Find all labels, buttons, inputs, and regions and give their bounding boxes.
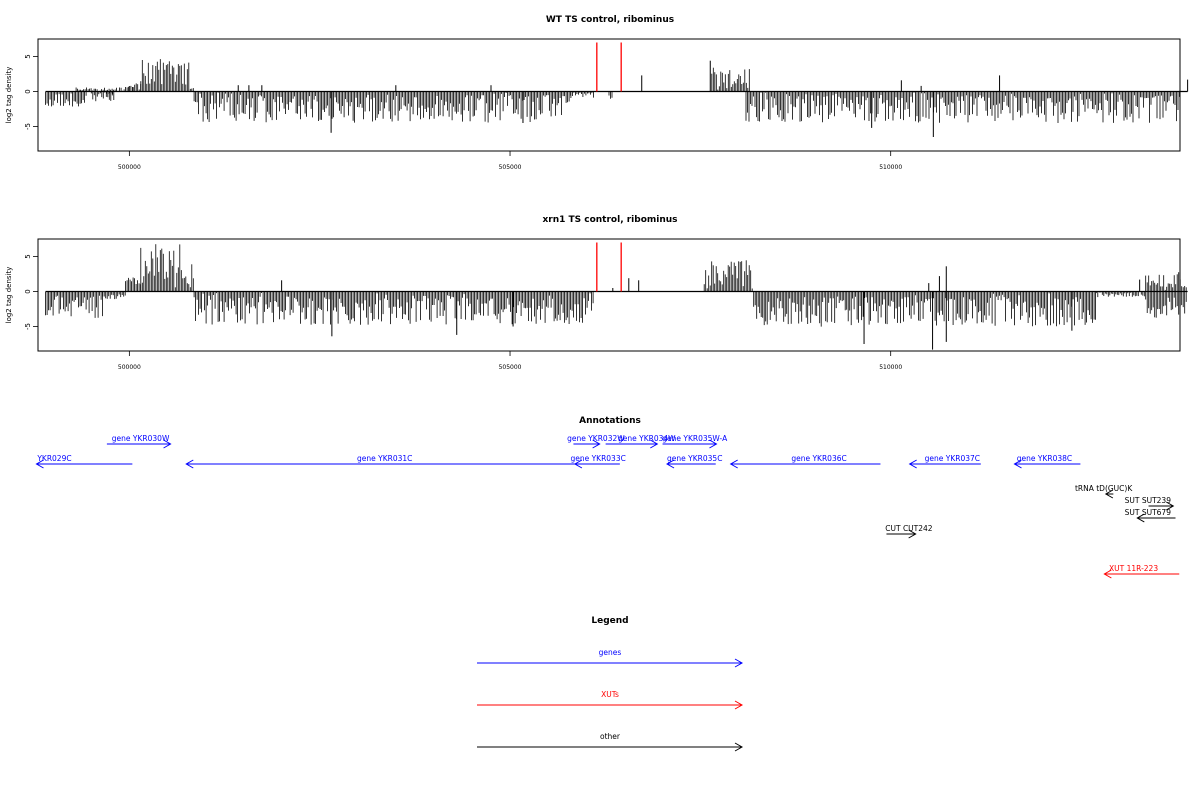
legend-arrowhead	[734, 658, 744, 668]
feature-arrowhead	[908, 529, 917, 539]
feature-label: YKR029C	[36, 454, 71, 463]
feature-label: gene YKR033C	[570, 454, 625, 463]
feature-label: gene YKR030W	[112, 434, 170, 443]
feature-arrowhead	[1136, 513, 1145, 523]
y-tick-label: -5	[24, 123, 32, 130]
feature-arrowhead	[1104, 489, 1114, 499]
xrn1-panel: xrn1 TS control, ribominus -5 0 5 log2 tag d…	[5, 215, 1188, 371]
feature-arrowhead	[185, 459, 194, 469]
feature-arrowhead	[908, 459, 917, 469]
legend-label: genes	[599, 648, 622, 657]
legend-arrowhead	[734, 700, 744, 710]
legend: Legend genes XUTs other	[477, 616, 744, 752]
legend-title: Legend	[591, 616, 628, 626]
feature-arrowhead	[573, 459, 583, 469]
feature-label: gene YKR037C	[925, 454, 980, 463]
x-tick-label: 505000	[499, 364, 522, 371]
y-axis-label: log2 tag density	[5, 67, 13, 124]
legend-arrowhead	[734, 742, 744, 752]
x-tick-label: 500000	[118, 364, 141, 371]
wt-panel: WT TS control, ribominus -5 0 5 log2 tag den…	[5, 15, 1189, 171]
feature-arrowhead	[592, 439, 601, 449]
x-tick-label: 500000	[118, 164, 141, 171]
feature-arrowhead	[650, 439, 659, 449]
feature-label: gene YKR036C	[791, 454, 846, 463]
feature-arrowhead	[1103, 569, 1112, 579]
feature-label: gene YKR032W	[567, 434, 625, 443]
feature-label: gene YKR034W	[618, 434, 676, 443]
plot-frame	[37, 38, 1181, 152]
y-tick-label: 5	[24, 54, 32, 58]
annotations-track: Annotations YKR029C gene YKR030W gene YKR0…	[35, 416, 1180, 579]
x-tick-label: 505000	[499, 164, 522, 171]
feature-arrowhead	[709, 439, 718, 449]
feature-arrowhead	[35, 459, 44, 469]
x-tick-label: 510000	[879, 164, 902, 171]
feature-label: gene YKR031C	[357, 454, 412, 463]
x-tick-label: 510000	[879, 364, 902, 371]
feature-arrowhead	[1013, 459, 1022, 469]
annotations-title: Annotations	[579, 416, 641, 426]
y-tick-label: -5	[24, 323, 32, 330]
feature-label: SUT SUT239	[1125, 496, 1172, 505]
feature-label: tRNA tD(GUC)K	[1075, 484, 1133, 493]
feature-label: CUT CUT242	[885, 524, 933, 533]
feature-arrowhead	[666, 459, 675, 469]
feature-arrowhead	[729, 459, 738, 469]
feature-label: gene YKR038C	[1017, 454, 1072, 463]
y-axis-label: log2 tag density	[5, 267, 13, 324]
feature-arrowhead	[1166, 501, 1175, 511]
legend-label: other	[600, 732, 621, 741]
feature-label: gene YKR035C	[667, 454, 722, 463]
feature-label: SUT SUT679	[1125, 508, 1172, 517]
legend-label: XUTs	[601, 690, 619, 699]
y-tick-label: 5	[24, 254, 32, 258]
panel-title: xrn1 TS control, ribominus	[542, 215, 677, 225]
feature-label: XUT 11R-223	[1109, 564, 1158, 573]
panel-title: WT TS control, ribominus	[546, 15, 674, 25]
y-tick-label: 0	[24, 89, 32, 93]
feature-label: gene YKR035W-A	[662, 434, 728, 443]
y-tick-label: 0	[24, 289, 32, 293]
feature-arrowhead	[163, 439, 172, 449]
